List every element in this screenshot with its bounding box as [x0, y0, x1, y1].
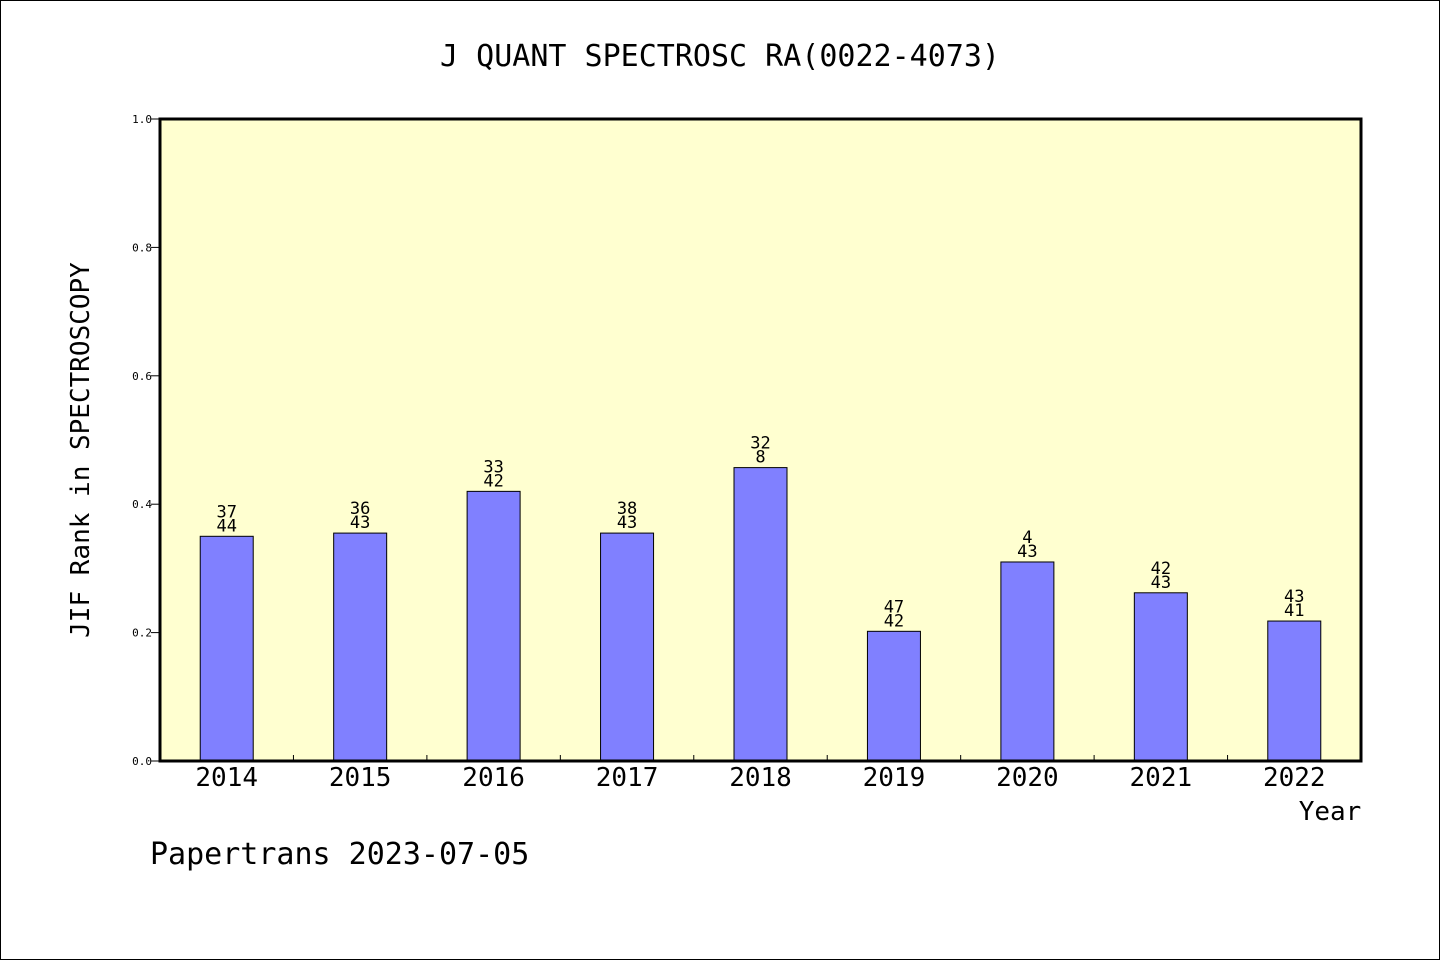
bar-label-top: 33 [483, 457, 503, 477]
bar-label-bottom: 41 [1284, 601, 1304, 621]
bar-2022 [1267, 620, 1322, 762]
x-axis: 2014 2015 2016 2017 2018 2019 2020 2021 2022 [195, 755, 1326, 793]
y-tick-label: 0.8 [132, 241, 152, 254]
footer-text: Papertrans 2023-07-05 [150, 837, 529, 872]
x-tick-label: 2015 [329, 763, 392, 793]
x-tick-label: 2017 [596, 763, 659, 793]
bar-label-bottom: 42 [483, 471, 503, 491]
bar-label-top: 43 [1284, 587, 1304, 607]
x-tick-label: 2014 [195, 763, 258, 793]
x-tick-label: 2018 [729, 763, 792, 793]
x-tick-label: 2021 [1130, 763, 1193, 793]
bar-series [199, 467, 1322, 762]
y-tick-label: 0.6 [132, 370, 152, 383]
bar-label-top: 36 [350, 499, 370, 519]
bar-2020 [1000, 561, 1055, 762]
bar-label-bottom: 42 [884, 611, 904, 631]
x-axis-label: Year [1299, 797, 1362, 827]
chart-title: J QUANT SPECTROSC RA(0022-4073) [440, 39, 1000, 74]
bar-label-bottom: 44 [216, 516, 236, 536]
x-tick-label: 2019 [863, 763, 926, 793]
bar-label-top: 42 [1151, 559, 1171, 579]
y-axis: 0.0 0.2 0.4 0.6 0.8 1.0 [132, 113, 160, 768]
y-tick-label: 0.0 [132, 755, 152, 768]
bar-label-top: 38 [617, 499, 637, 519]
y-axis-label: JIF Rank in SPECTROSCOPY [66, 262, 96, 638]
bar-2016 [466, 490, 521, 762]
bar-2019 [866, 630, 921, 762]
bar-label-top: 32 [750, 434, 770, 454]
plot-border [158, 117, 1363, 763]
y-tick-label: 1.0 [132, 113, 152, 126]
bar-label-bottom: 43 [1017, 542, 1037, 562]
x-tick-label: 2016 [462, 763, 525, 793]
bar-label-bottom: 43 [617, 513, 637, 533]
bar-2021 [1133, 592, 1188, 762]
x-tick-label: 2020 [996, 763, 1059, 793]
bar-2014 [199, 535, 254, 762]
bar-label-top: 47 [884, 597, 904, 617]
bar-2015 [333, 532, 388, 762]
bar-label-bottom: 8 [755, 448, 765, 468]
x-tick-label: 2022 [1263, 763, 1326, 793]
bar-label-bottom: 43 [1151, 573, 1171, 593]
bar-label-top: 37 [216, 502, 236, 522]
bar-2018 [733, 467, 788, 762]
y-tick-label: 0.2 [132, 627, 152, 640]
bar-2017 [600, 532, 655, 762]
bar-label-top: 4 [1022, 528, 1032, 548]
bar-label-bottom: 43 [350, 513, 370, 533]
y-tick-label: 0.4 [132, 498, 152, 511]
